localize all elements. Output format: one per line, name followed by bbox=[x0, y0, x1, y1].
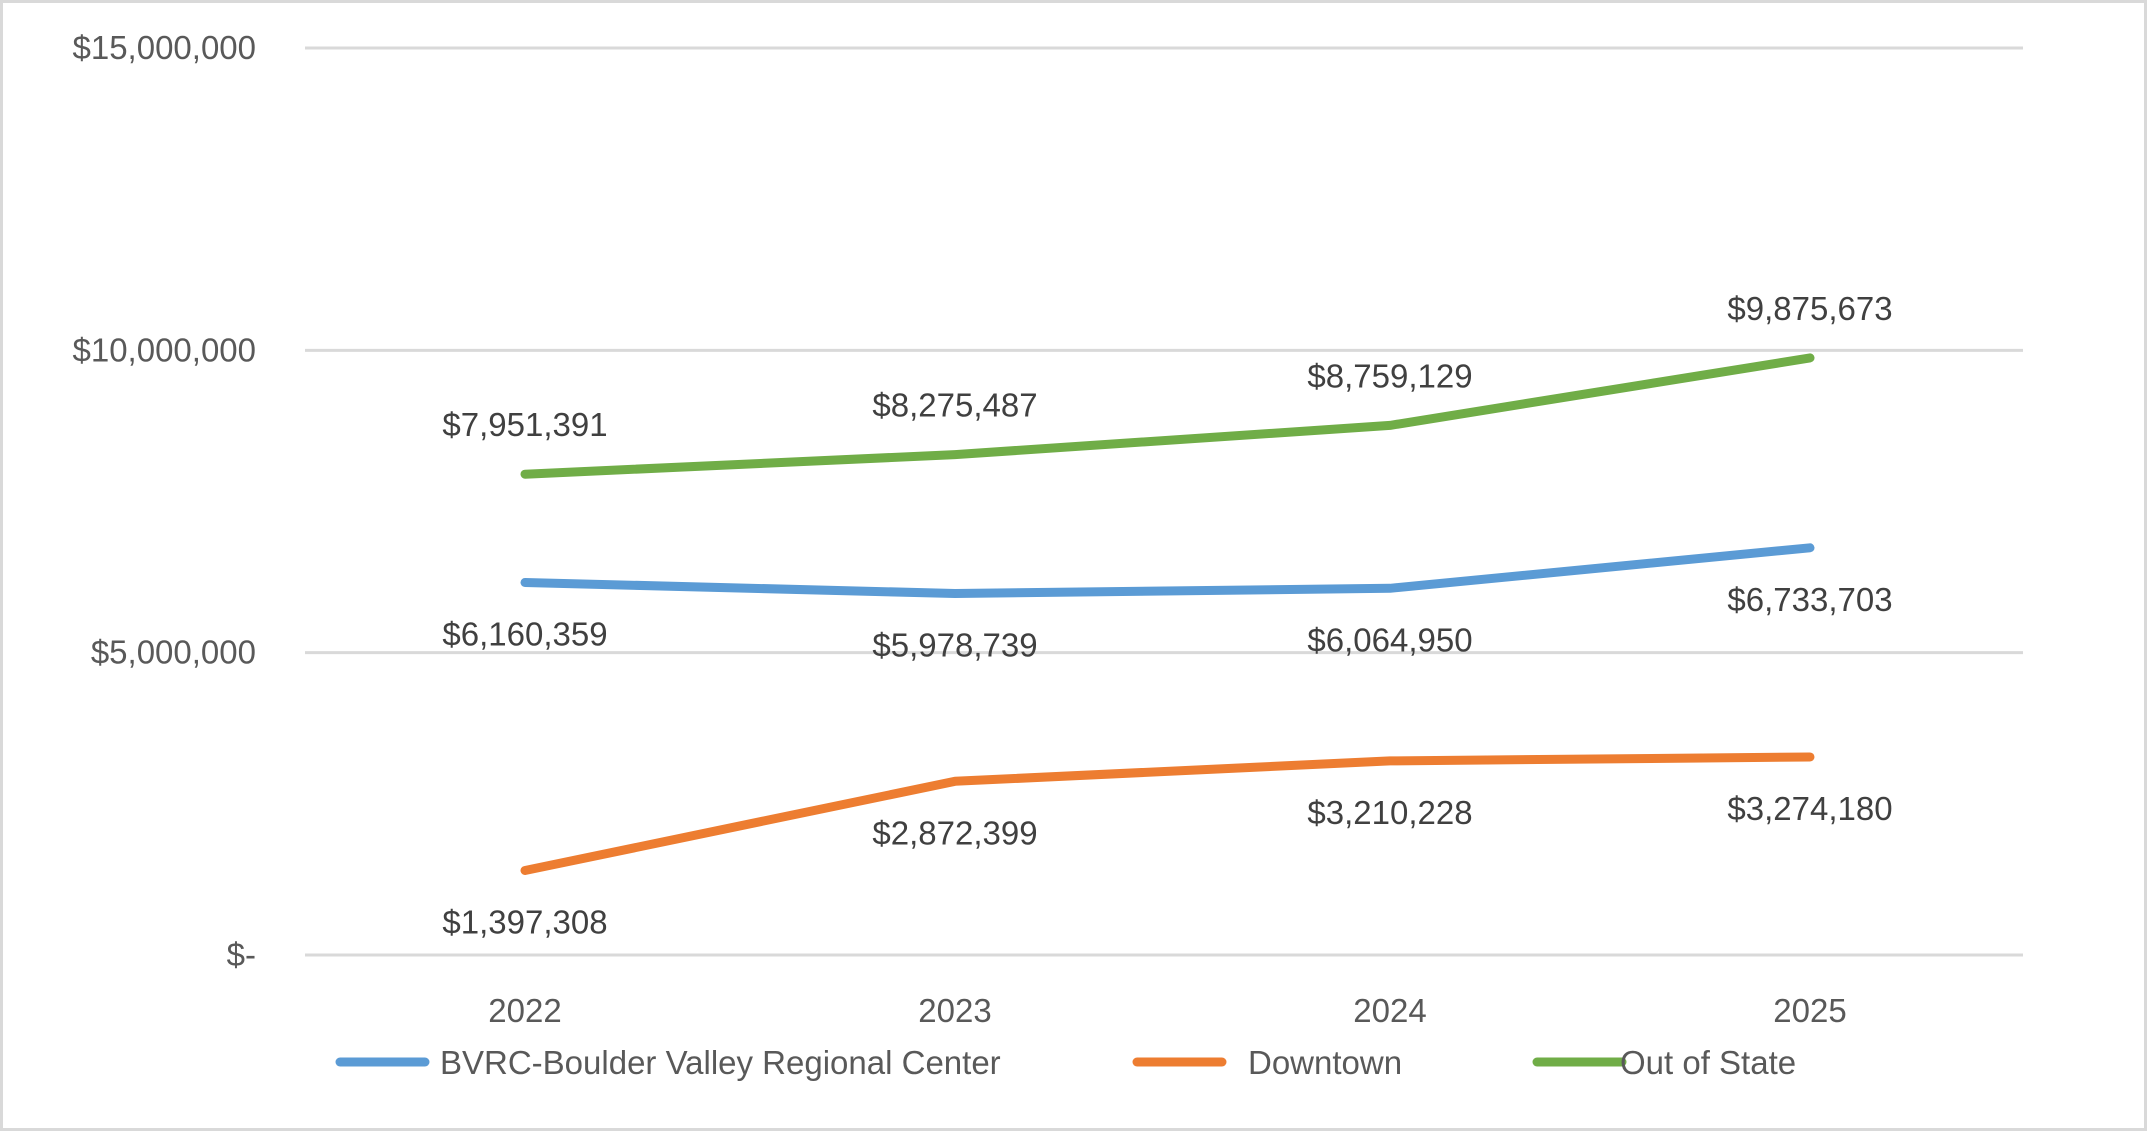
series-line bbox=[520, 353, 1815, 479]
series-line bbox=[520, 752, 1815, 875]
data-label: $8,759,129 bbox=[1307, 357, 1472, 394]
data-label: $6,160,359 bbox=[442, 616, 607, 653]
legend: BVRC-Boulder Valley Regional Center Downt… bbox=[335, 1044, 1796, 1081]
series-line bbox=[520, 543, 1815, 598]
data-label: $6,064,950 bbox=[1307, 621, 1472, 658]
data-label: $1,397,308 bbox=[442, 904, 607, 941]
y-tick-label: $5,000,000 bbox=[91, 634, 256, 671]
legend-item: BVRC-Boulder Valley Regional Center bbox=[335, 1044, 1001, 1081]
data-label: $3,210,228 bbox=[1307, 794, 1472, 831]
data-label: $5,978,739 bbox=[872, 626, 1037, 663]
legend-label: Out of State bbox=[1620, 1044, 1796, 1081]
y-tick-label: $- bbox=[227, 936, 256, 973]
gridlines bbox=[305, 46, 2023, 957]
data-label: $7,951,391 bbox=[442, 406, 607, 443]
x-tick-label: 2024 bbox=[1353, 992, 1426, 1029]
series-lines bbox=[520, 353, 1815, 875]
x-tick-label: 2025 bbox=[1773, 992, 1846, 1029]
legend-label: BVRC-Boulder Valley Regional Center bbox=[440, 1044, 1001, 1081]
y-tick-label: $10,000,000 bbox=[72, 331, 256, 368]
x-tick-label: 2022 bbox=[488, 992, 561, 1029]
data-label: $8,275,487 bbox=[872, 387, 1037, 424]
x-axis-ticks: 2022 2023 2024 2025 bbox=[488, 992, 1846, 1029]
y-axis-ticks: $- $5,000,000 $10,000,000 $15,000,000 bbox=[72, 29, 256, 973]
data-label: $2,872,399 bbox=[872, 814, 1037, 851]
legend-item: Downtown bbox=[1132, 1044, 1402, 1081]
data-label: $3,274,180 bbox=[1727, 790, 1892, 827]
data-label: $9,875,673 bbox=[1727, 290, 1892, 327]
y-tick-label: $15,000,000 bbox=[72, 29, 256, 66]
legend-item: Out of State bbox=[1532, 1044, 1796, 1081]
x-tick-label: 2023 bbox=[918, 992, 991, 1029]
data-labels: $6,160,359 $5,978,739 $6,064,950 $6,733,703… bbox=[442, 290, 1892, 941]
data-label: $6,733,703 bbox=[1727, 581, 1892, 618]
legend-label: Downtown bbox=[1248, 1044, 1402, 1081]
